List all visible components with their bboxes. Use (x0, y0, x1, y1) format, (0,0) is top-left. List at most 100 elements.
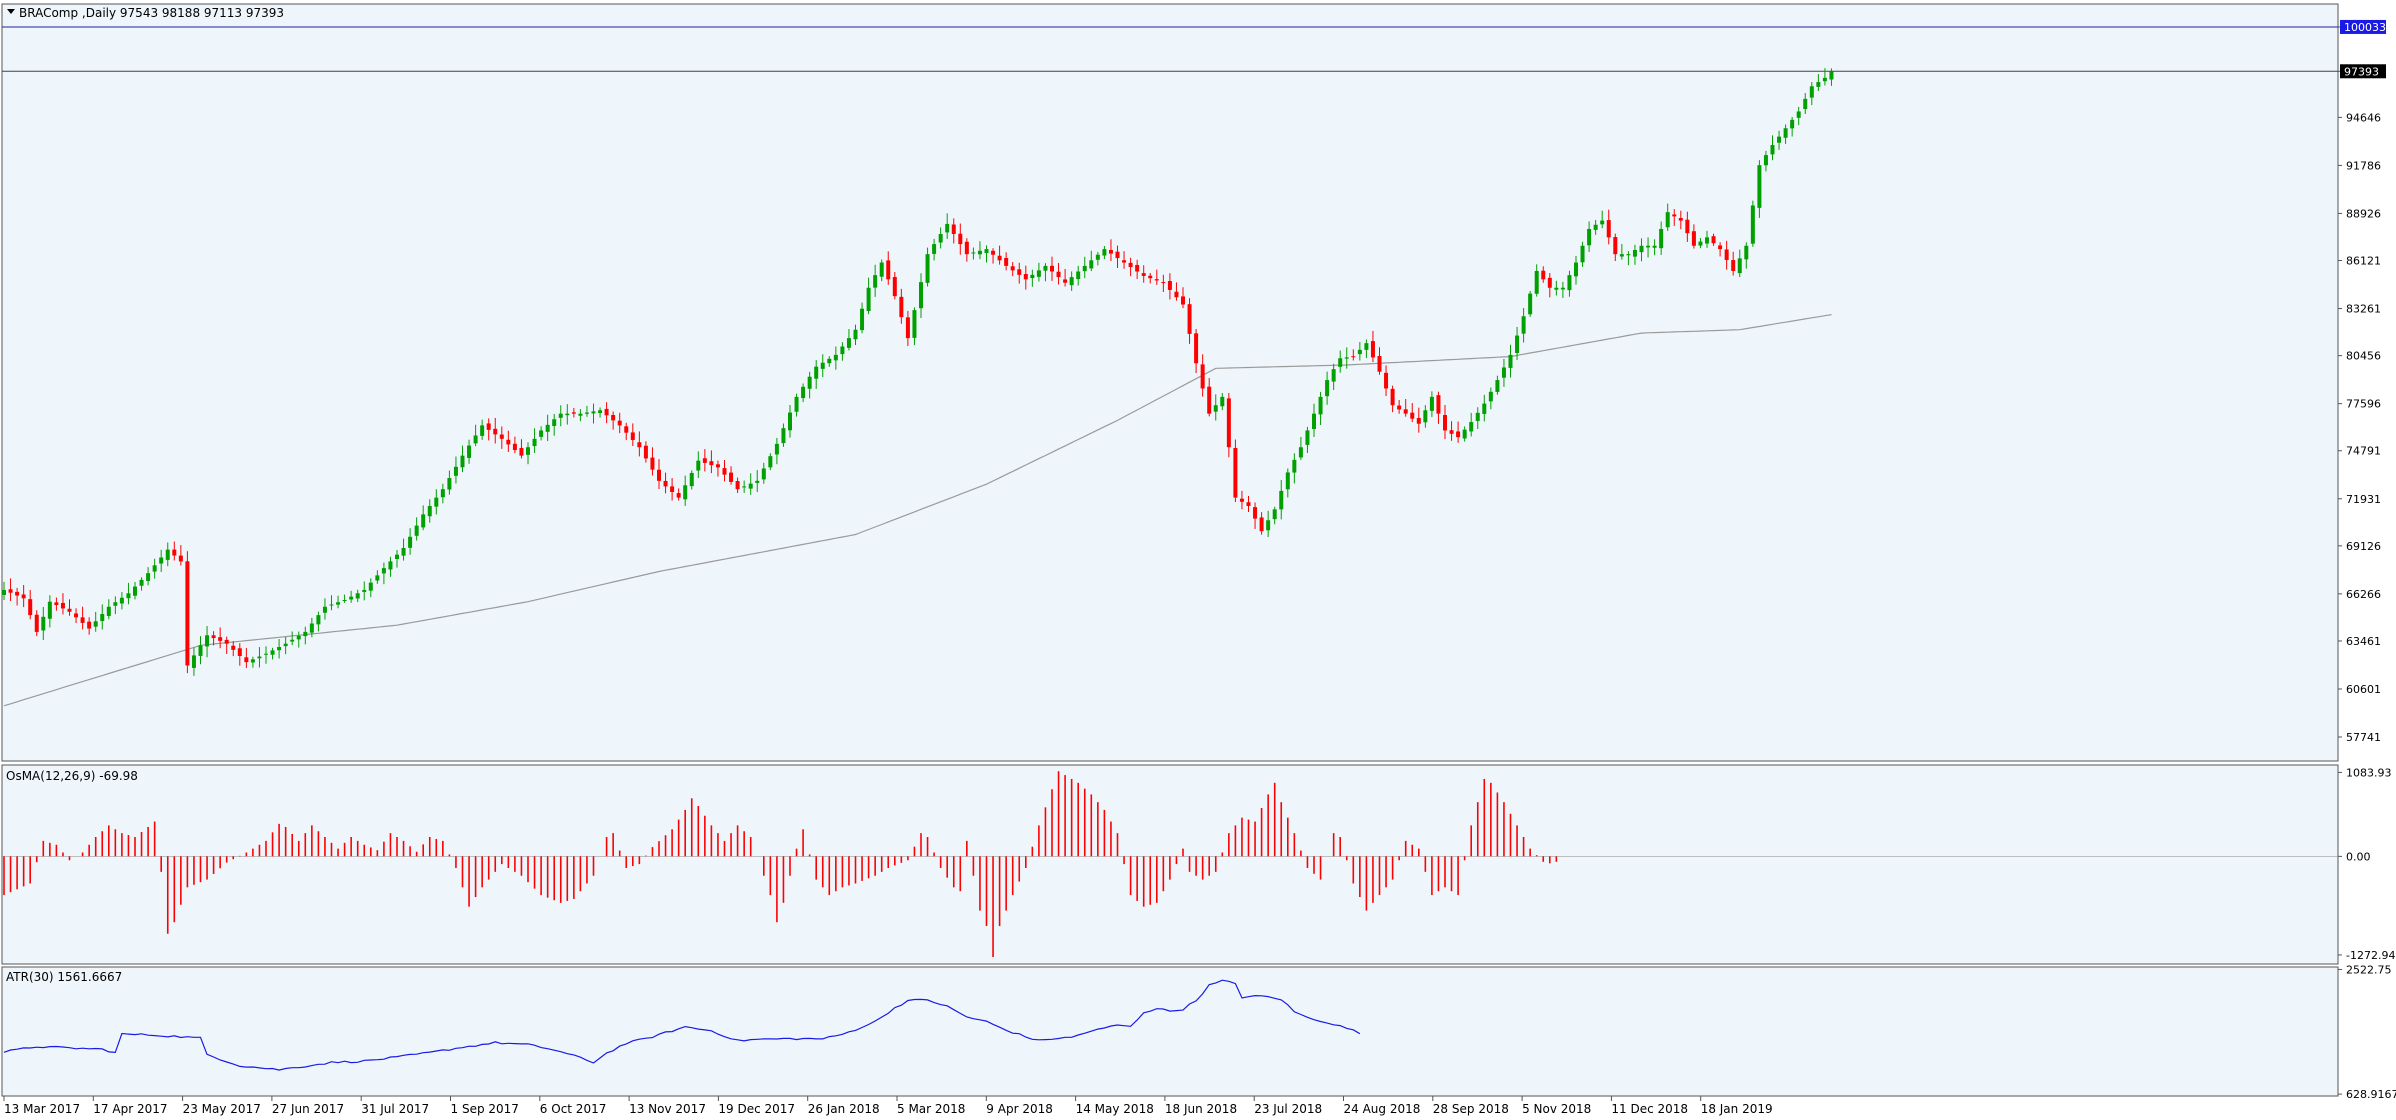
candle (1750, 200, 1755, 247)
candle (41, 606, 46, 641)
candle-body (493, 428, 498, 435)
candle (349, 590, 354, 603)
candle-body (1606, 220, 1611, 238)
candle (1246, 496, 1251, 512)
candle-body (1344, 357, 1349, 359)
candle (401, 538, 406, 561)
candle-body (67, 608, 72, 612)
candle-body (512, 443, 517, 451)
candle (1351, 349, 1356, 361)
candle-body (578, 413, 583, 416)
candle-body (1325, 380, 1330, 397)
candle (493, 417, 498, 444)
candle (866, 277, 871, 315)
candle-body (381, 568, 386, 574)
candle (630, 423, 635, 447)
candle (336, 595, 341, 609)
candle-body (1364, 343, 1369, 350)
candle (1364, 339, 1369, 359)
candle (1554, 280, 1559, 296)
candle (224, 636, 229, 655)
candle-body (1141, 273, 1146, 276)
candle (1004, 252, 1009, 271)
candle (598, 407, 603, 418)
candle-body (938, 234, 943, 243)
price-tick-label: 88926 (2346, 207, 2381, 220)
price-tick-label: 94646 (2346, 111, 2381, 124)
candle-body (1298, 447, 1303, 458)
candle (1377, 347, 1382, 375)
candle (1390, 385, 1395, 413)
candle-body (1004, 258, 1009, 266)
candle (329, 595, 334, 611)
candle (938, 227, 943, 249)
candle (709, 450, 714, 474)
candle (113, 596, 118, 615)
candle-body (237, 648, 242, 656)
candle-body (1161, 282, 1166, 284)
candle (1501, 358, 1506, 387)
moving-average-line (3, 314, 1832, 707)
candle-body (427, 505, 432, 517)
candle-body (349, 596, 354, 600)
candle-body (1233, 447, 1238, 498)
candle-body (1017, 269, 1022, 275)
candle-body (1370, 341, 1375, 358)
candle (152, 558, 157, 579)
candle (1384, 365, 1389, 397)
candle (322, 598, 327, 620)
candle (761, 462, 766, 484)
candle-body (1534, 270, 1539, 294)
candle (303, 626, 308, 645)
candle-body (1724, 249, 1729, 261)
time-tick-label: 23 Jul 2018 (1254, 1102, 1322, 1116)
candle (1036, 262, 1041, 282)
candle-body (1357, 349, 1362, 355)
candle-body (421, 514, 426, 528)
candle-body (768, 456, 773, 468)
candle-body (1122, 260, 1127, 263)
osma-tick-label: 0.00 (2346, 850, 2371, 863)
candle-body (892, 277, 897, 297)
candle (309, 617, 314, 638)
candle-body (1613, 237, 1618, 255)
candle (1744, 242, 1749, 269)
candle (1790, 116, 1795, 137)
candle (100, 604, 105, 630)
candle-body (1226, 398, 1231, 448)
candle-body (532, 438, 537, 447)
candle (434, 489, 439, 515)
candle (244, 648, 249, 669)
candle-body (250, 659, 255, 663)
candle-body (1403, 409, 1408, 414)
candle-body (1816, 82, 1821, 87)
candle-body (1718, 245, 1723, 250)
candle-body (1239, 498, 1244, 502)
candle (21, 585, 26, 608)
candle-body (473, 435, 478, 444)
candle (1469, 412, 1474, 437)
candle-body (558, 413, 563, 418)
candle-body (178, 555, 183, 562)
candle (106, 599, 111, 620)
candle-body (1266, 520, 1271, 531)
time-tick-label: 18 Jan 2019 (1701, 1102, 1773, 1116)
candle-body (1167, 281, 1172, 290)
candle-body (1646, 245, 1651, 248)
candle-body (932, 244, 937, 254)
candle (15, 587, 20, 606)
candle (1449, 421, 1454, 441)
candle-body (434, 497, 439, 507)
candle (467, 439, 472, 464)
candle (1161, 274, 1166, 292)
candle (283, 637, 288, 655)
candle-body (1043, 265, 1048, 271)
candle (1783, 124, 1788, 144)
candle (2, 581, 6, 601)
candle (840, 342, 845, 361)
dropdown-triangle-icon[interactable] (7, 9, 15, 14)
candle (729, 466, 734, 485)
candle (1436, 391, 1441, 424)
candle (788, 405, 792, 438)
candle (670, 477, 675, 501)
